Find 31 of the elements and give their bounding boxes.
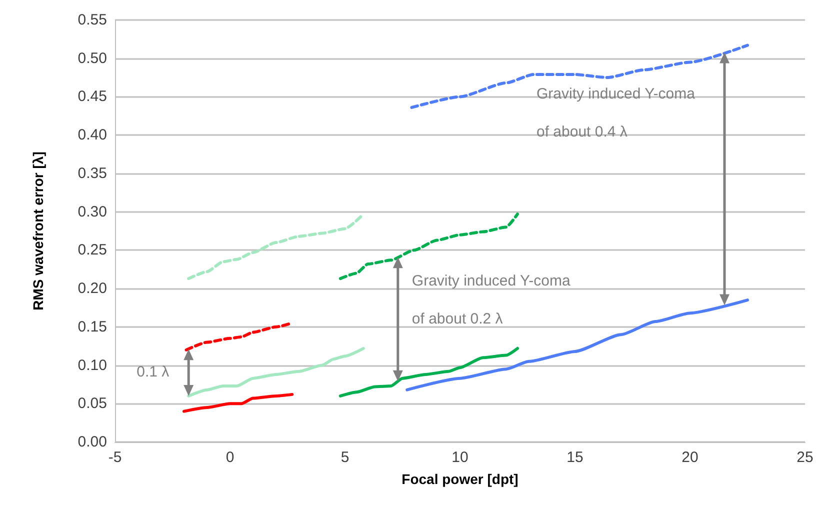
line-series [187,212,365,280]
line-series [406,298,749,392]
annotation: of about 0.2 λ [412,310,504,328]
line-series [182,392,294,413]
y-tick-label: 0.10 [78,356,107,374]
y-tick-label: 0.50 [78,50,107,67]
y-tick-label: 0.20 [78,280,107,298]
y-tick-label: 0.00 [78,434,107,450]
x-tick-label: 10 [452,449,468,466]
y-tick-label: 0.40 [78,126,107,144]
line-series [338,346,519,398]
y-tick-label: 0.15 [78,318,107,336]
annotation: of about 0.4 λ [536,124,628,141]
x-tick-label: 0 [226,449,234,466]
annotation: Gravity induced Y-coma [412,272,571,290]
x-tick-label: 5 [340,449,350,466]
x-tick-label: -5 [108,449,122,466]
x-tick-label: 25 [796,449,814,466]
x-axis-title: Focal power [dpt] [402,471,518,487]
y-tick-label: 0.55 [78,12,107,28]
y-axis-title: RMS wavefront error [λ] [30,152,46,310]
y-tick-label: 0.35 [78,164,107,182]
annotation: 0.1 λ [136,363,170,380]
y-tick-label: 0.45 [78,88,107,106]
x-tick-label: 15 [566,449,584,466]
y-tick-label: 0.25 [78,242,107,259]
annotation: Gravity induced Y-coma [536,86,696,103]
y-tick-label: 0.05 [78,395,107,412]
y-tick-label: 0.30 [78,203,107,220]
x-tick-label: 20 [682,449,698,466]
line-series [410,44,749,109]
